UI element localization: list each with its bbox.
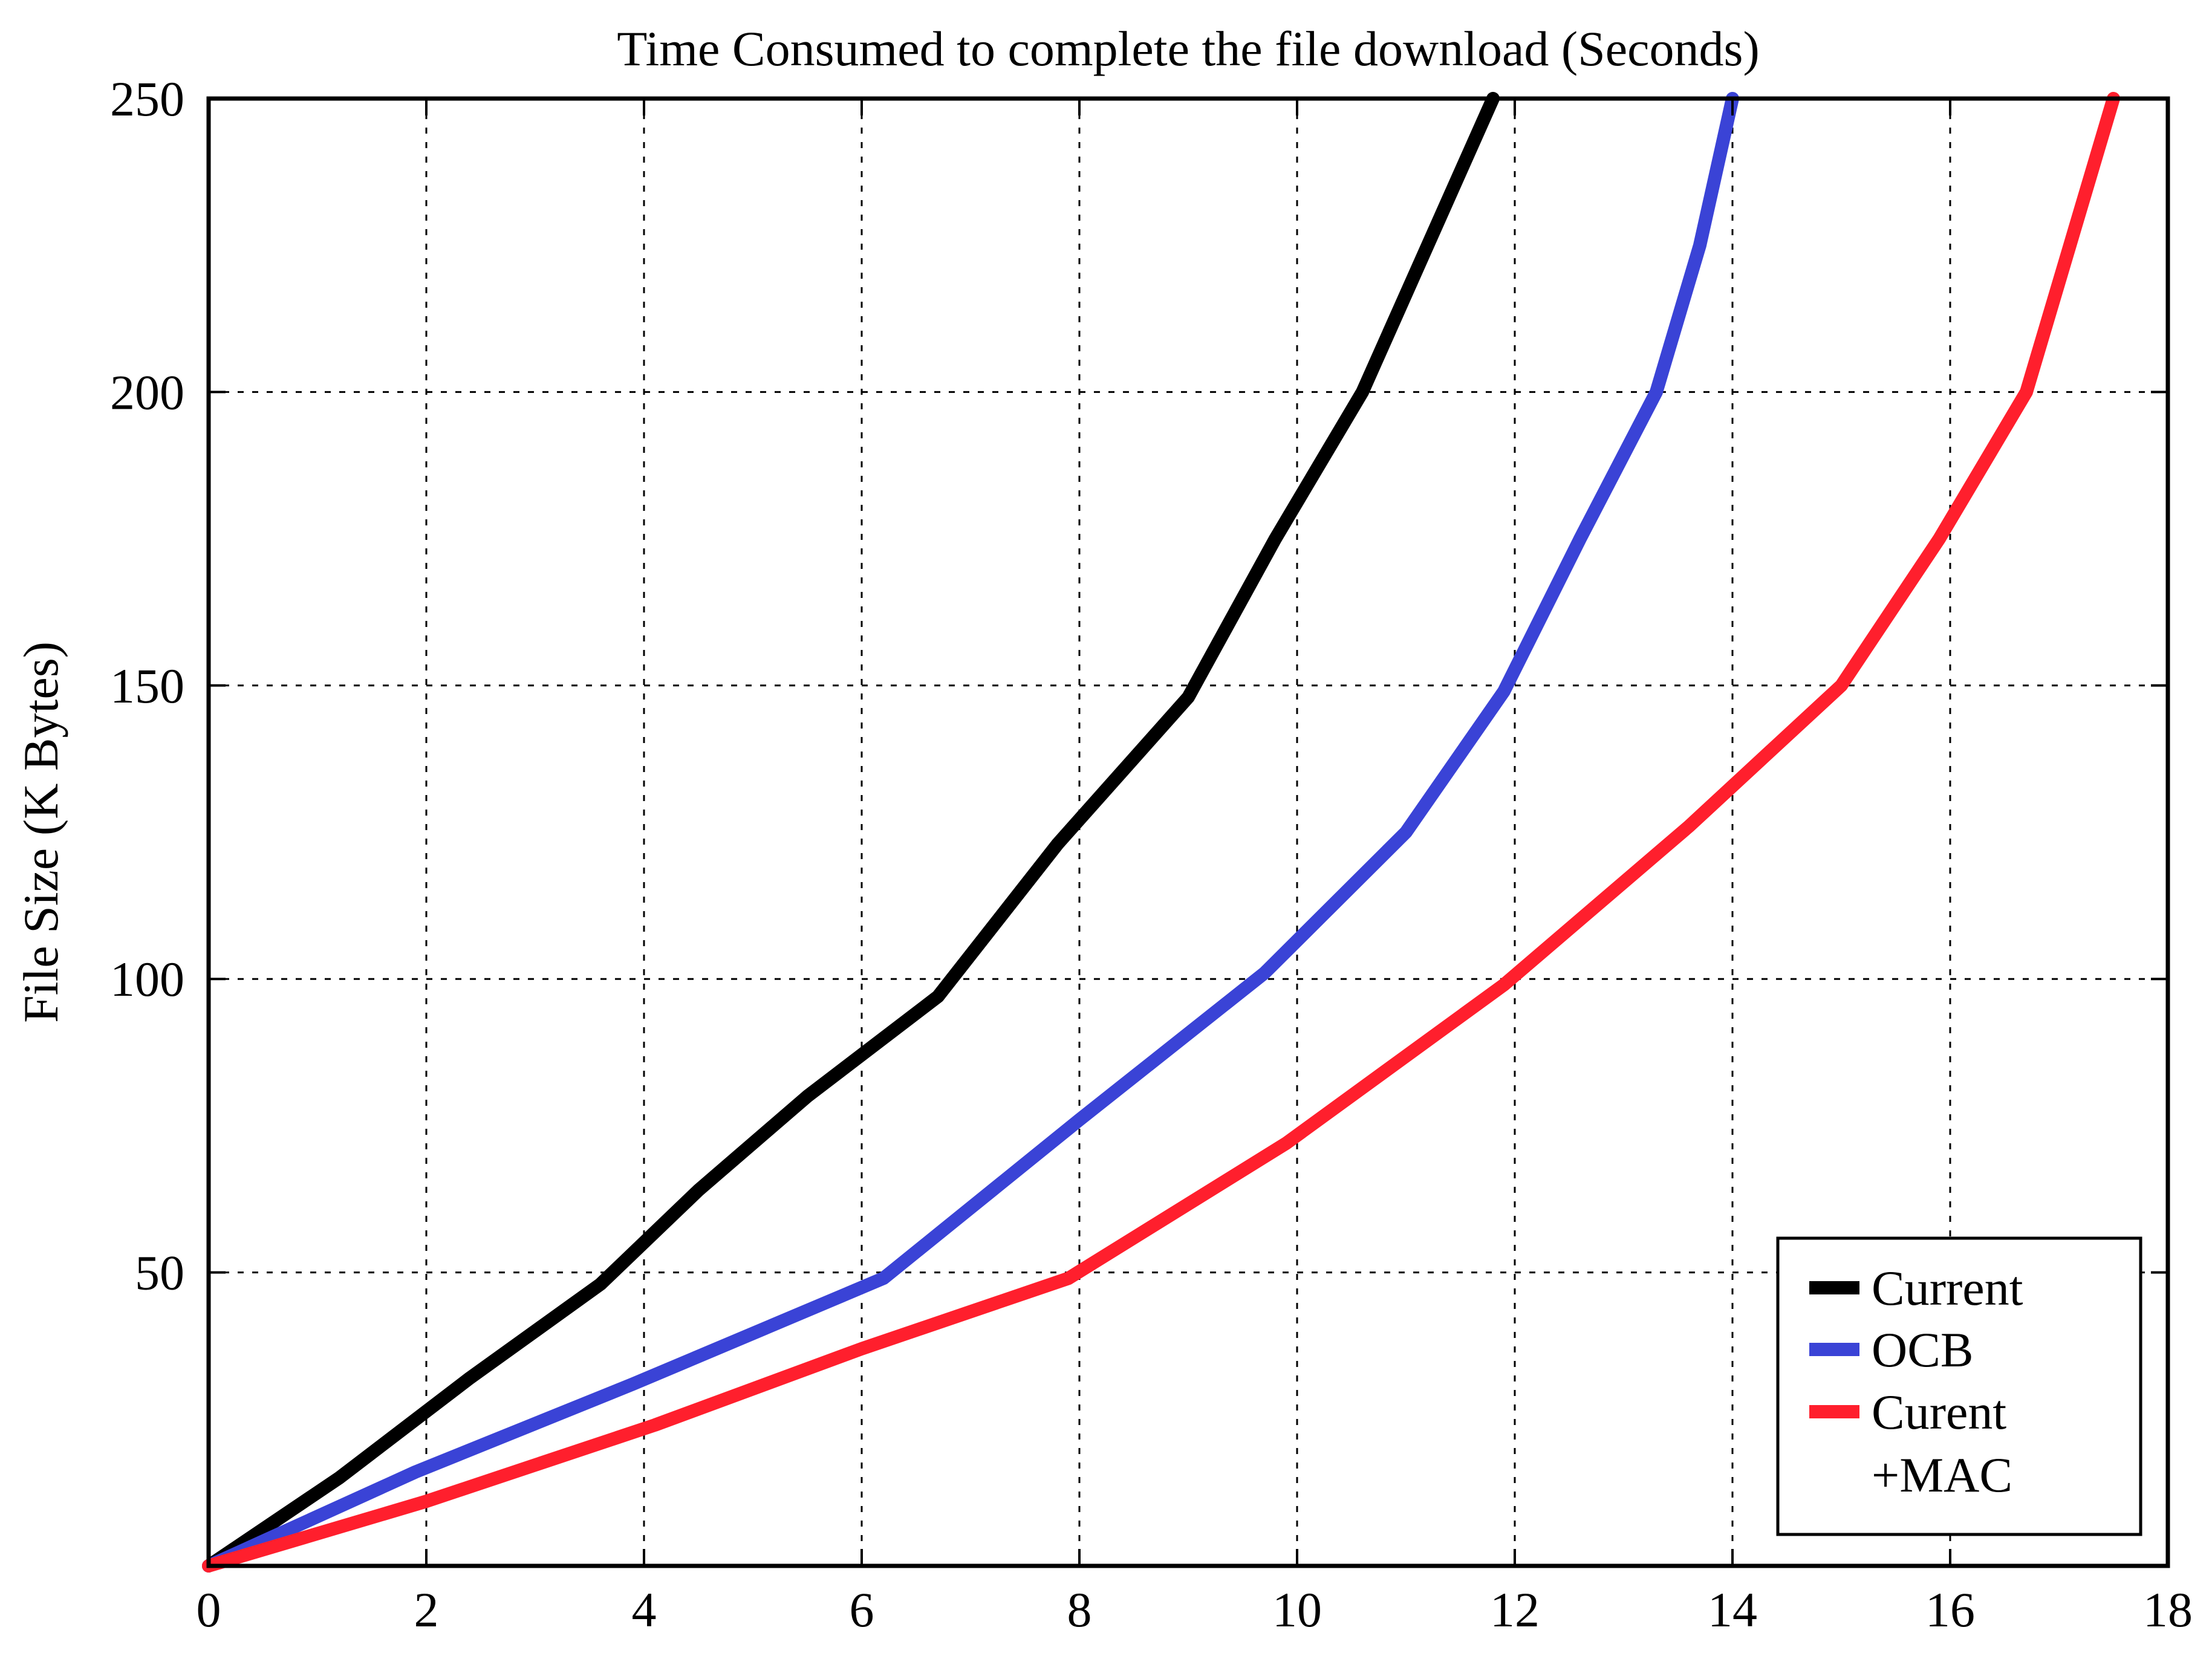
y-tick-label: 150 [110,658,184,713]
x-tick-label: 18 [2143,1582,2193,1637]
legend-label-mac: +MAC [1872,1447,2012,1502]
x-tick-label: 12 [1490,1582,1540,1637]
plot-frame [206,96,2170,1568]
x-tick-label: 16 [1925,1582,1975,1637]
x-tick-label: 2 [414,1582,439,1637]
series-line-current [202,92,1500,1573]
y-tick-label: 200 [110,365,184,420]
legend-label-curent: Curent [1872,1385,2006,1440]
x-tick-label: 10 [1272,1582,1322,1637]
y-tick-label: 250 [110,71,184,126]
y-axis-label: File Size (K Bytes) [13,641,68,1023]
series-lines [202,92,2120,1573]
x-tick-label: 4 [632,1582,657,1637]
chart-title: Time Consumed to complete the file downl… [617,21,1760,76]
y-tick-label: 50 [135,1245,184,1300]
y-tick-label: 100 [110,952,184,1007]
legend-label-ocb: OCB [1872,1322,1974,1377]
axis-ticks [207,97,2169,1566]
x-tick-label: 0 [197,1582,221,1637]
x-tick-label: 6 [850,1582,874,1637]
x-tick-label: 14 [1708,1582,1757,1637]
series-line-curent-mac [202,92,2120,1573]
tick-labels: 0 2 4 6 8 10 12 14 16 18 50 100 150 200 250 [110,71,2193,1637]
legend: Current OCB Curent +MAC [1776,1236,2142,1536]
legend-label-current: Current [1872,1261,2023,1316]
series-line-ocb [202,92,1739,1573]
x-tick-label: 8 [1067,1582,1092,1637]
